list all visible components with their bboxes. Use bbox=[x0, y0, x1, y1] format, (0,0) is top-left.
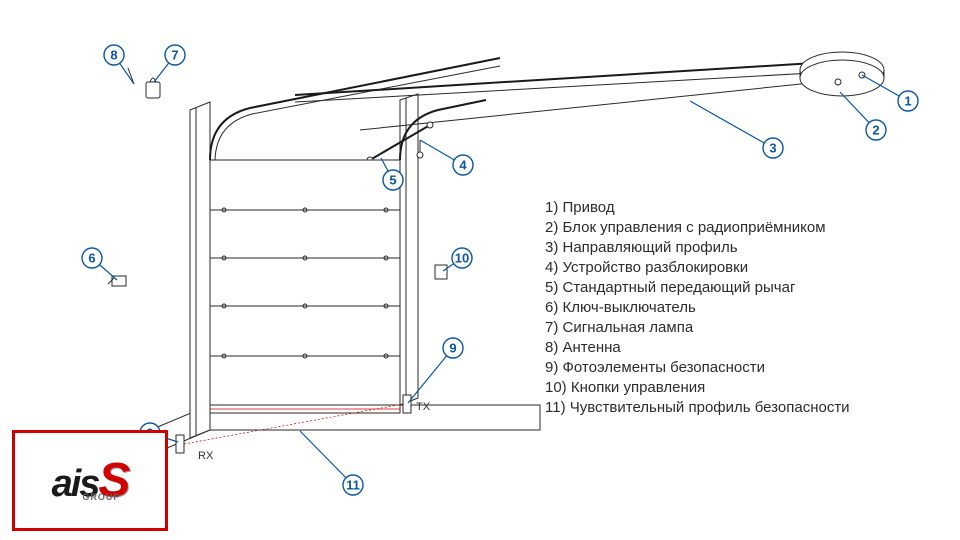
svg-text:3: 3 bbox=[769, 141, 776, 156]
rx-label: RX bbox=[198, 450, 214, 462]
control-buttons bbox=[435, 265, 447, 279]
svg-text:8: 8 bbox=[110, 48, 117, 63]
legend-item: 6) Ключ-выключатель bbox=[545, 298, 850, 318]
svg-text:7: 7 bbox=[171, 48, 178, 63]
svg-text:6: 6 bbox=[88, 251, 95, 266]
svg-text:9: 9 bbox=[449, 341, 456, 356]
legend-item: 8) Антенна bbox=[545, 338, 850, 358]
logo: aisS GROUP bbox=[12, 430, 168, 531]
legend-item: 2) Блок управления с радиоприёмником bbox=[545, 218, 850, 238]
svg-text:2: 2 bbox=[872, 123, 879, 138]
legend-item: 3) Направляющий профиль bbox=[545, 238, 850, 258]
door-panels bbox=[210, 160, 400, 405]
photocell-rx: RX bbox=[176, 435, 214, 462]
svg-text:5: 5 bbox=[389, 173, 396, 188]
signal-lamp bbox=[146, 78, 160, 98]
legend-item: 9) Фотоэлементы безопасности bbox=[545, 358, 850, 378]
legend-item: 1) Привод bbox=[545, 198, 850, 218]
legend-item: 4) Устройство разблокировки bbox=[545, 258, 850, 278]
svg-text:11: 11 bbox=[346, 478, 360, 493]
svg-text:4: 4 bbox=[459, 158, 467, 173]
tx-label: TX bbox=[416, 401, 431, 413]
svg-text:10: 10 bbox=[455, 251, 469, 266]
legend-item: 11) Чувствительный профиль безопасности bbox=[545, 398, 850, 418]
legend: 1) Привод2) Блок управления с радиоприём… bbox=[545, 198, 850, 418]
logo-sub: GROUP bbox=[82, 492, 120, 502]
svg-text:1: 1 bbox=[904, 94, 911, 109]
key-switch bbox=[108, 276, 126, 286]
legend-item: 5) Стандартный передающий рычаг bbox=[545, 278, 850, 298]
legend-item: 7) Сигнальная лампа bbox=[545, 318, 850, 338]
motor-unit bbox=[800, 52, 884, 96]
legend-item: 10) Кнопки управления bbox=[545, 378, 850, 398]
